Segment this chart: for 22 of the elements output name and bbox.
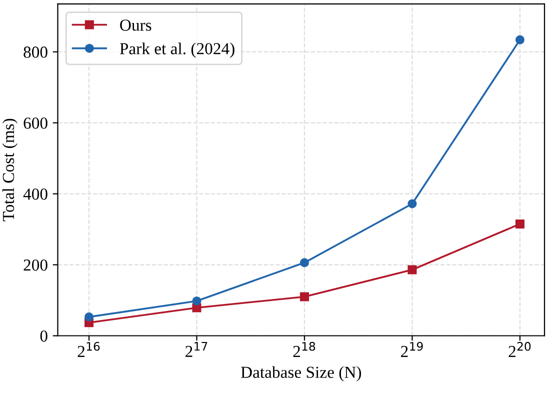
legend-label: Ours [120, 20, 152, 31]
point [300, 258, 309, 268]
x-tick-label: 2$^{20}$ [508, 342, 531, 357]
y-axis-title: Total Cost (ms) [2, 118, 18, 222]
y-tick-label: 200 [24, 259, 48, 271]
x-axis-title: Database Size (N) [240, 366, 362, 382]
point [515, 35, 524, 44]
x-tick-label: 2$^{19}$ [401, 342, 423, 357]
point [300, 292, 309, 302]
point [515, 219, 524, 228]
point [408, 265, 417, 274]
x-tick-label: 2$^{18}$ [293, 342, 316, 357]
x-tick-label: 2$^{16}$ [78, 342, 100, 357]
point [408, 199, 417, 208]
legend-label: Park et al. (2024) [120, 42, 234, 58]
y-tick-label: 400 [23, 188, 48, 200]
x-tick-label: 2$^{17}$ [186, 342, 208, 357]
point [84, 312, 94, 322]
y-tick-label: 800 [24, 46, 48, 58]
point [192, 296, 202, 306]
y-tick-label: 600 [24, 118, 48, 129]
y-tick-label: 0 [40, 330, 48, 342]
